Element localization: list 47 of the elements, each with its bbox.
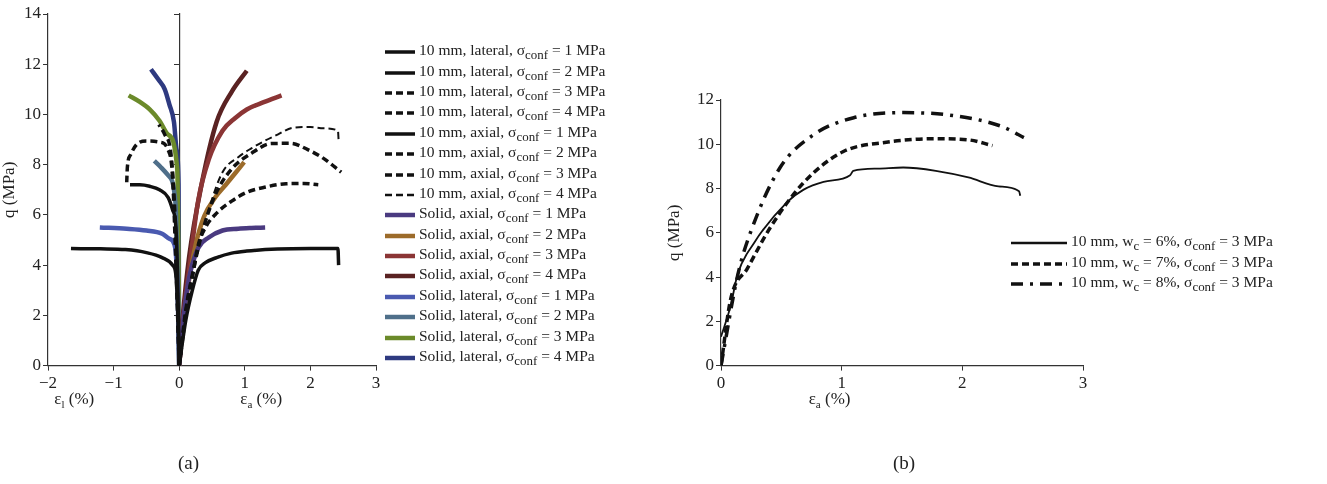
legend-label: Solid, lateral, σ$_{conf}$ = 3 MPa <box>419 326 595 349</box>
legend-label: 10 mm, lateral, σ$_{conf}$ = 1 MPa <box>419 41 606 64</box>
legend-label: 10 mm, axial, σ$_{conf}$ = 3 MPa <box>419 163 597 186</box>
y-tick-label: 2 <box>705 310 714 330</box>
legend-label: Solid, axial, σ$_{conf}$ = 2 MPa <box>419 224 587 247</box>
legend-label: 10 mm, axial, σ$_{conf}$ = 4 MPa <box>419 183 597 206</box>
x-tick-label: 3 <box>1078 373 1088 393</box>
y-tick-label: 0 <box>705 355 714 375</box>
x-tick-label: 2 <box>306 373 315 393</box>
text: (a) <box>178 452 200 474</box>
y-tick-label: 0 <box>32 355 41 375</box>
text: (b) <box>893 452 916 474</box>
y-tick-label: 10 <box>697 133 714 153</box>
y-tick-label: 8 <box>32 154 41 174</box>
legend-label: Solid, axial, σ$_{conf}$ = 1 MPa <box>419 204 587 227</box>
y-tick-label: 8 <box>705 178 714 197</box>
y-tick-label: 2 <box>32 304 41 324</box>
y-tick-label: 14 <box>24 3 42 23</box>
legend-label: 10 mm, axial, σ$_{conf}$ = 1 MPa <box>419 122 597 145</box>
legend-label: Solid, lateral, σ$_{conf}$ = 4 MPa <box>419 347 595 370</box>
x-tick-label: 1 <box>837 373 846 393</box>
x-tick-label: −2 <box>38 373 58 393</box>
y-tick-label: 4 <box>705 266 715 286</box>
legend-label: Solid, lateral, σ$_{conf}$ = 1 MPa <box>419 285 595 308</box>
legend-label: 10 mm, lateral, σ$_{conf}$ = 3 MPa <box>419 81 606 105</box>
legend-label: 10 mm, w$_{c}$ = 7%, σ$_{conf}$ = 3 MPa <box>1071 252 1273 275</box>
x-tick-label: −1 <box>104 373 123 393</box>
y-axis-title: q (MPa) <box>0 161 18 218</box>
y-axis-title: q (MPa) <box>664 204 683 261</box>
y-tick-label: 6 <box>705 222 714 242</box>
x-tick-label: 0 <box>174 373 184 393</box>
y-tick-label: 12 <box>697 89 714 109</box>
y-tick-label: 10 <box>24 103 41 123</box>
legend-label: Solid, axial, σ$_{conf}$ = 4 MPa <box>419 265 587 288</box>
y-tick-label: 4 <box>32 254 42 274</box>
y-tick-label: 12 <box>24 53 41 73</box>
legend-label: Solid, lateral, σ$_{conf}$ = 2 MPa <box>419 306 595 329</box>
legend-label: Solid, axial, σ$_{conf}$ = 3 MPa <box>419 245 587 268</box>
legend-label: 10 mm, lateral, σ$_{conf}$ = 4 MPa <box>419 102 606 125</box>
legend-label: 10 mm, w$_{c}$ = 6%, σ$_{conf}$ = 3 MPa <box>1071 232 1273 255</box>
legend-label: 10 mm, axial, σ$_{conf}$ = 2 MPa <box>419 143 597 166</box>
x-tick-label: 3 <box>371 373 381 393</box>
y-tick-label: 6 <box>32 204 41 224</box>
x-tick-label: 1 <box>240 373 250 393</box>
legend-label: 10 mm, lateral, σ$_{conf}$ = 2 MPa <box>419 61 606 84</box>
x-tick-label: 2 <box>958 373 967 393</box>
legend-label: 10 mm, w$_{c}$ = 8%, σ$_{conf}$ = 3 MPa <box>1071 272 1273 296</box>
